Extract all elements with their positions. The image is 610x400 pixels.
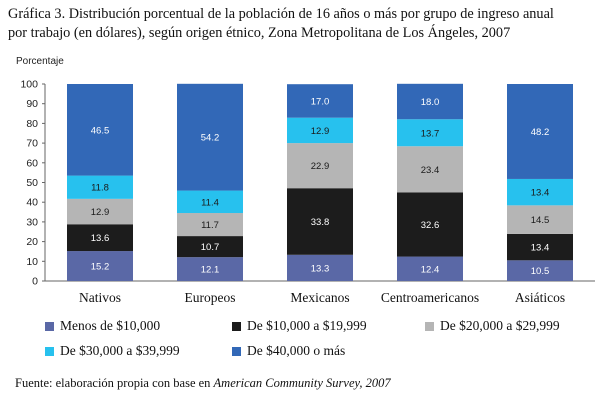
data-label: 12.9 [91, 207, 110, 218]
data-label: 13.7 [421, 128, 440, 139]
legend-swatch [232, 321, 241, 331]
data-label: 10.5 [531, 266, 550, 277]
source-italic: American Community Survey, 2007 [213, 376, 391, 390]
legend-label: De $30,000 a $39,999 [60, 343, 180, 358]
data-label: 12.1 [201, 265, 220, 276]
legend-item: De $40,000 o más [232, 343, 345, 359]
data-label: 12.4 [421, 264, 440, 275]
legend-label: De $40,000 o más [247, 343, 346, 358]
data-label: 12.9 [311, 126, 330, 137]
bar-group-centroamericanos: 12.4 32.6 23.4 13.7 18.0 [397, 83, 463, 281]
bar-segment [67, 224, 133, 252]
data-label: 10.7 [201, 242, 220, 253]
y-tick-label: 30 [26, 216, 38, 228]
bar-segment [177, 213, 243, 237]
bar-segment [287, 143, 353, 189]
y-axis-title: Porcentaje [16, 56, 64, 67]
bar-segment [507, 205, 573, 234]
x-tick-label: Asiáticos [515, 290, 565, 305]
chart-title: Gráfica 3. Distribución porcentual de la… [8, 5, 608, 43]
data-label: 17.0 [311, 96, 330, 107]
legend: Menos de $10,000 De $10,000 a $19,999 De $… [45, 318, 605, 362]
y-tick-label: 20 [26, 236, 38, 248]
x-tick-label: Centroamericanos [381, 290, 479, 305]
legend-item: De $10,000 a $19,999 [232, 318, 367, 334]
chart-title-line-1: Gráfica 3. Distribución porcentual de la… [8, 6, 554, 22]
data-label: 33.8 [311, 217, 330, 228]
bar-segment [67, 198, 133, 225]
bar-segment [177, 236, 243, 258]
bar-segment [507, 233, 573, 261]
x-tick-label: Europeos [185, 290, 236, 305]
data-label: 11.8 [91, 183, 109, 194]
data-label: 54.2 [201, 133, 220, 144]
bar-group-europeos: 12.1 10.7 11.7 11.4 54.2 [177, 83, 243, 281]
legend-item: De $30,000 a $39,999 [45, 343, 180, 359]
source-prefix: Fuente: elaboración propia con base en [15, 376, 214, 390]
data-label: 23.4 [421, 165, 440, 176]
data-label: 48.2 [531, 127, 550, 138]
legend-label: De $20,000 a $29,999 [440, 318, 560, 333]
legend-swatch [45, 321, 54, 331]
bar-segment [67, 251, 133, 281]
bar-segment [177, 190, 243, 214]
bar-segment [397, 256, 463, 281]
bar-segment [507, 178, 573, 206]
y-tick-label: 100 [20, 79, 38, 91]
x-tick-label: Nativos [79, 290, 121, 305]
bar-segment [397, 119, 463, 147]
data-label: 22.9 [311, 161, 330, 172]
bar-segment [67, 84, 133, 176]
data-label: 11.4 [201, 197, 219, 208]
bar-segment [397, 83, 463, 120]
bar-segment [507, 84, 573, 179]
bar-segment [287, 188, 353, 255]
y-tick-label: 70 [26, 138, 38, 150]
bar-segment [67, 175, 133, 199]
bar-segment [397, 146, 463, 193]
bar-segment [397, 192, 463, 257]
y-tick-label: 80 [26, 118, 38, 130]
stacked-bar-chart: Porcentaje 0 10 20 30 40 50 60 70 80 90 100 15.2 13… [16, 56, 595, 305]
y-tick-label: 10 [26, 256, 38, 268]
chart-title-line-2: por trabajo (en dólares), según origen é… [8, 25, 511, 41]
bar-segment [287, 84, 353, 118]
bar-segment [177, 83, 243, 191]
bar-group-nativos: 15.2 13.6 12.9 11.8 46.5 [67, 84, 133, 281]
source-note: Fuente: elaboración propia con base en A… [15, 376, 391, 391]
data-label: 32.6 [421, 220, 440, 231]
y-tick-label: 0 [32, 276, 38, 288]
legend-swatch [425, 321, 434, 331]
data-label: 13.4 [531, 188, 550, 199]
x-axis-tick-labels: Nativos Europeos Mexicanos Centroamericanos… [79, 290, 565, 305]
x-tick-label: Mexicanos [290, 290, 349, 305]
data-label: 14.5 [531, 215, 550, 226]
y-tick-label: 90 [26, 98, 38, 110]
bar-group-asiáticos: 10.5 13.4 14.5 13.4 48.2 [507, 84, 573, 281]
data-label: 18.0 [421, 97, 440, 108]
legend-swatch [45, 346, 54, 356]
bar-segment [177, 257, 243, 281]
bars: 15.2 13.6 12.9 11.8 46.5 12.1 10.7 11.7 11.4 54.2… [67, 83, 573, 281]
y-tick-label: 60 [26, 157, 38, 169]
legend-item: De $20,000 a $29,999 [425, 318, 560, 334]
data-label: 11.7 [201, 220, 219, 231]
bar-segment [287, 254, 353, 281]
legend-label: Menos de $10,000 [60, 318, 161, 333]
legend-item: Menos de $10,000 [45, 318, 160, 334]
bar-group-mexicanos: 13.3 33.8 22.9 12.9 17.0 [287, 84, 353, 281]
data-label: 13.4 [531, 243, 550, 254]
legend-swatch [232, 346, 241, 356]
data-label: 13.3 [311, 263, 330, 274]
bar-segment [507, 260, 573, 281]
y-tick-label: 50 [26, 177, 38, 189]
data-label: 46.5 [91, 125, 110, 136]
legend-label: De $10,000 a $19,999 [247, 318, 367, 333]
bar-segment [287, 117, 353, 144]
data-label: 15.2 [91, 262, 110, 273]
y-tick-label: 40 [26, 197, 38, 209]
data-label: 13.6 [91, 233, 110, 244]
